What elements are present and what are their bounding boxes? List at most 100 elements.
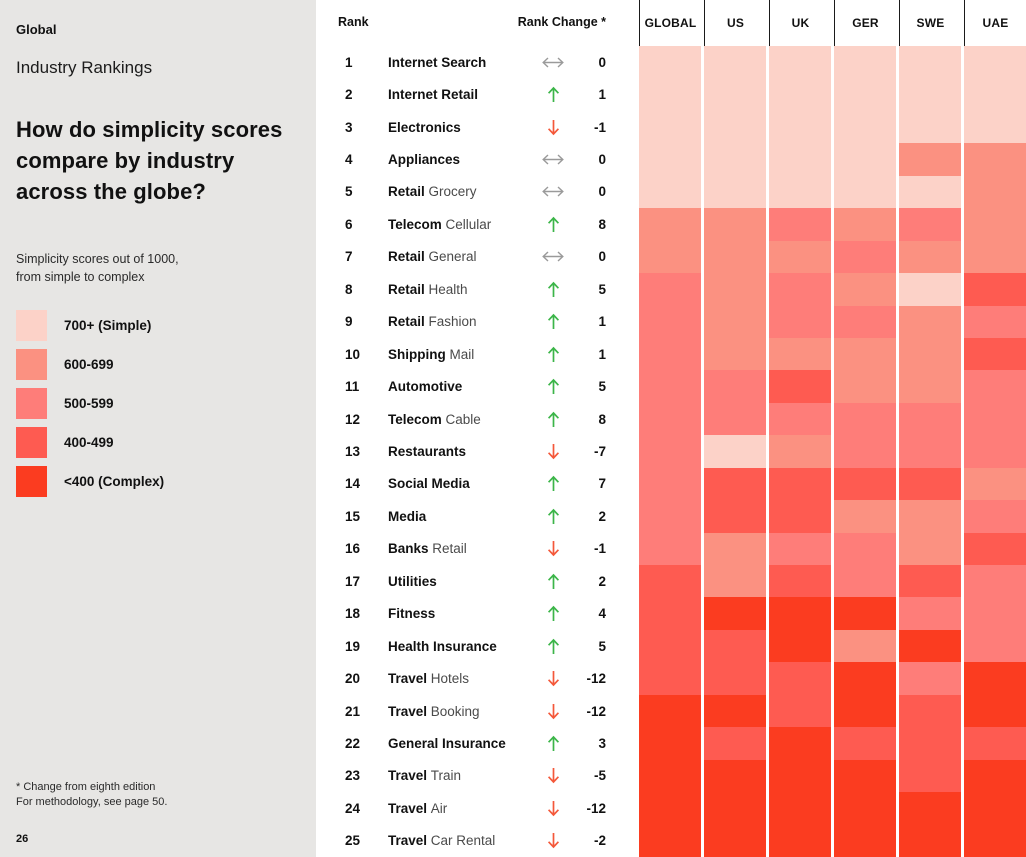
industry-name: Media xyxy=(379,509,536,524)
rank-change-value: -5 xyxy=(593,768,606,784)
rank-change-arrow-icon xyxy=(536,119,570,136)
heatmap-cell xyxy=(834,175,896,209)
industry-row: 2 Internet Retail 1 xyxy=(316,78,639,110)
heatmap-cell xyxy=(964,240,1026,274)
heatmap-cell xyxy=(834,110,896,144)
industry-row: 16 Banks Retail -1 xyxy=(316,533,639,565)
industry-name-secondary: Grocery xyxy=(424,184,477,200)
heatmap-cell xyxy=(899,78,961,111)
heatmap-cell xyxy=(769,208,831,241)
heatmap-cell xyxy=(899,305,961,338)
rank-change-value: -12 xyxy=(586,703,606,719)
industry-name: Automotive xyxy=(379,379,536,394)
heatmap-cell xyxy=(704,305,766,338)
heatmap-cell xyxy=(834,727,896,760)
industry-name-primary: Appliances xyxy=(388,152,461,168)
heatmap-cell xyxy=(899,370,961,403)
rank-value: 4 xyxy=(345,152,353,168)
heatmap-cell xyxy=(769,435,831,468)
heatmap-cell xyxy=(834,370,896,403)
report-kicker: Global xyxy=(16,22,57,37)
rank-value: 21 xyxy=(345,703,361,719)
heatmap-cell xyxy=(899,273,961,306)
heatmap-cell xyxy=(769,467,831,501)
industry-name: Shipping Mail xyxy=(379,347,536,362)
industry-name-primary: Electronics xyxy=(388,119,461,135)
rank-value: 11 xyxy=(345,379,360,395)
legend-item: 400-499 xyxy=(16,427,300,458)
rank-change-value: 5 xyxy=(598,281,606,297)
legend-item: 700+ (Simple) xyxy=(16,310,300,341)
industry-name: Retail Health xyxy=(379,282,536,297)
industry-name-primary: General Insurance xyxy=(388,735,506,751)
rank-change-arrow-icon xyxy=(536,411,570,428)
score-heatmap: GLOBAL US UK GER SWE UAE xyxy=(639,0,1026,857)
heatmap-cell xyxy=(964,532,1026,565)
industry-row: 10 Shipping Mail 1 xyxy=(316,338,639,370)
heatmap-cell xyxy=(834,792,896,825)
heatmap-cell xyxy=(899,629,961,663)
heatmap-cell xyxy=(639,370,701,403)
rank-change-arrow-icon xyxy=(536,540,570,557)
heatmap-cell xyxy=(964,208,1026,241)
rank-change-arrow-icon xyxy=(536,56,570,69)
industry-name: Fitness xyxy=(379,606,536,621)
rank-value: 16 xyxy=(345,541,361,557)
rank-value: 7 xyxy=(345,249,353,265)
heatmap-cell xyxy=(704,370,766,403)
heatmap-cell xyxy=(899,759,961,793)
industry-name-primary: Internet Retail xyxy=(388,87,479,103)
heatmap-cell xyxy=(834,597,896,630)
legend-label: 500-599 xyxy=(64,396,114,411)
rank-value: 23 xyxy=(345,768,361,784)
heatmap-cell xyxy=(704,727,766,760)
heatmap-cell xyxy=(769,143,831,176)
rank-change-value: -7 xyxy=(593,443,606,459)
industry-name-primary: Travel xyxy=(388,768,428,784)
rank-change-arrow-icon xyxy=(536,250,570,263)
rank-change-value: 0 xyxy=(598,249,606,265)
rank-value: 8 xyxy=(345,281,353,297)
heatmap-cell xyxy=(899,727,961,760)
heatmap-cell xyxy=(834,240,896,274)
heatmap-cell xyxy=(639,305,701,338)
industry-name-primary: Retail xyxy=(388,314,425,330)
legend-color-swatch xyxy=(16,427,47,458)
rank-change-value: 0 xyxy=(598,54,606,70)
industry-name: Retail Fashion xyxy=(379,314,536,329)
industry-name-primary: Retail xyxy=(388,249,425,265)
legend-item: 600-699 xyxy=(16,349,300,380)
heatmap-cell xyxy=(769,694,831,728)
heatmap-cell xyxy=(769,273,831,306)
heatmap-cell xyxy=(899,208,961,241)
legend: 700+ (Simple) 600-699 500-599 400-499 <4… xyxy=(16,310,300,497)
heatmap-cell xyxy=(639,78,701,111)
industry-name-primary: Internet Search xyxy=(388,54,487,70)
industry-name-primary: Restaurants xyxy=(388,443,467,459)
heatmap-cell xyxy=(769,240,831,274)
heatmap-cell xyxy=(639,467,701,501)
heatmap-cell xyxy=(639,565,701,598)
heatmap-cell xyxy=(769,110,831,144)
heatmap-cell xyxy=(834,532,896,565)
industry-name-primary: Telecom xyxy=(388,411,442,427)
industry-name-secondary: Cellular xyxy=(441,216,492,232)
heatmap-cell xyxy=(834,46,896,79)
rank-change-value: 5 xyxy=(598,379,606,395)
heatmap-cell xyxy=(964,500,1026,533)
footnote: * Change from eighth edition For methodo… xyxy=(16,781,168,808)
heatmap-cell xyxy=(704,792,766,825)
heatmap-cell xyxy=(639,694,701,728)
rank-change-arrow-icon xyxy=(536,800,570,817)
heatmap-cell xyxy=(704,694,766,728)
heatmap-cell xyxy=(899,824,961,857)
rank-change-value: 1 xyxy=(598,314,606,330)
heatmap-cell xyxy=(769,78,831,111)
heatmap-column-us xyxy=(704,46,766,857)
heatmap-cell xyxy=(704,662,766,695)
rank-change-arrow-icon xyxy=(536,346,570,363)
country-column-header: UK xyxy=(769,0,831,46)
industry-name-primary: Social Media xyxy=(388,476,470,492)
rank-change-value: 1 xyxy=(598,87,606,103)
heatmap-cell xyxy=(704,629,766,663)
